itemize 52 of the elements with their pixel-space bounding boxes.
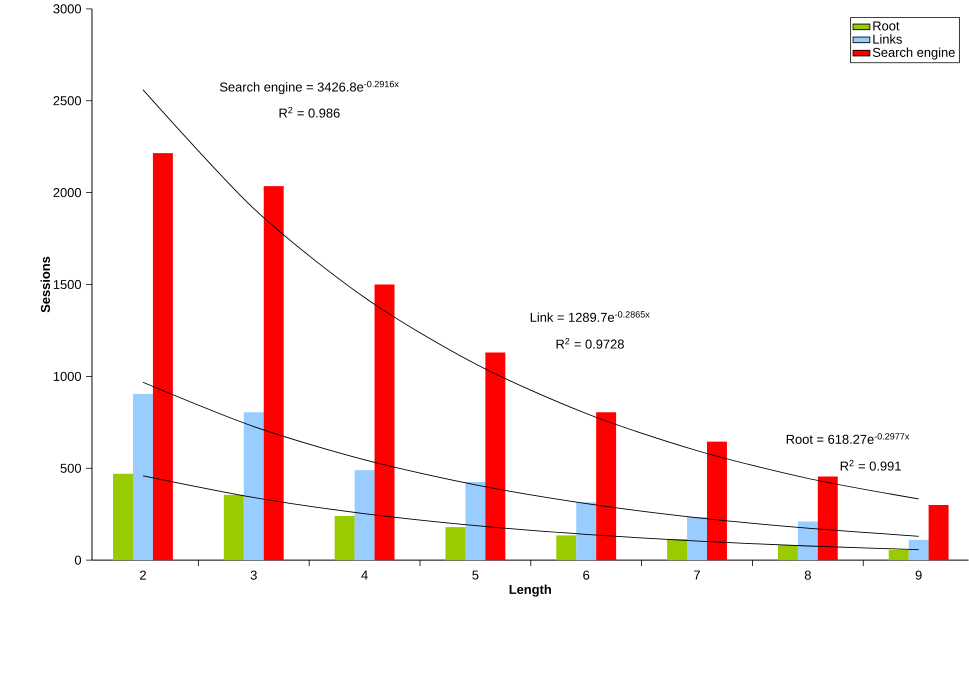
legend-label: Root (873, 21, 900, 30)
annotation: Root = 618.27e$^{-0.2977x}$ (786, 432, 910, 444)
annotation: R$^{2}$ = 0.986 (280, 106, 340, 118)
bar (888, 550, 909, 560)
x-tick-label: 4 (361, 570, 368, 580)
bar (445, 526, 466, 560)
legend-label: Links (873, 34, 902, 44)
x-tick-label: 2 (140, 570, 146, 580)
bar (687, 516, 707, 560)
y-tick-label: 0 (74, 555, 82, 564)
bar (908, 540, 929, 560)
y-axis-title: Sessions (40, 256, 50, 312)
bar (706, 441, 727, 560)
bar (798, 521, 818, 560)
x-tick-label: 5 (472, 570, 478, 580)
y-tick-label: 1000 (54, 372, 82, 381)
y-tick-label: 2500 (54, 96, 82, 106)
x-axis-title: Length (510, 584, 551, 596)
bar (374, 284, 394, 560)
annotation: R$^{2}$ = 0.9728 (556, 338, 624, 348)
y-tick-label: 3000 (53, 4, 82, 14)
bar (334, 516, 355, 560)
bar (152, 152, 173, 560)
y-tick-label: 1500 (54, 280, 82, 289)
bar (556, 535, 576, 560)
bar (596, 412, 616, 560)
line-series (142, 475, 920, 550)
bar (778, 545, 798, 560)
annotation: Search engine = 3426.8e$^{-0.2916x}$ (220, 80, 399, 94)
annotation: Link = 1289.7e$^{-0.2865x}$ (530, 310, 650, 322)
bar (224, 494, 244, 560)
annotation: R$^{2}$ = 0.991 (840, 460, 901, 470)
y-tick-label: 2000 (54, 188, 82, 197)
bar (354, 470, 375, 560)
bar (244, 412, 264, 560)
bar (667, 538, 688, 560)
bar (465, 482, 486, 560)
line-series (142, 382, 920, 536)
bar (264, 186, 284, 560)
bar (113, 474, 133, 560)
x-tick-label: 7 (694, 570, 700, 580)
bar (132, 394, 153, 560)
x-tick-label: 3 (250, 570, 257, 580)
y-tick-label: 500 (60, 463, 82, 473)
x-tick-label: 9 (916, 570, 922, 580)
bar (576, 502, 596, 560)
legend-label: Search engine (872, 47, 955, 60)
x-tick-label: 6 (583, 570, 590, 580)
bar (818, 476, 838, 560)
bar (485, 352, 506, 560)
x-tick-label: 8 (804, 570, 811, 580)
bar (928, 504, 949, 560)
